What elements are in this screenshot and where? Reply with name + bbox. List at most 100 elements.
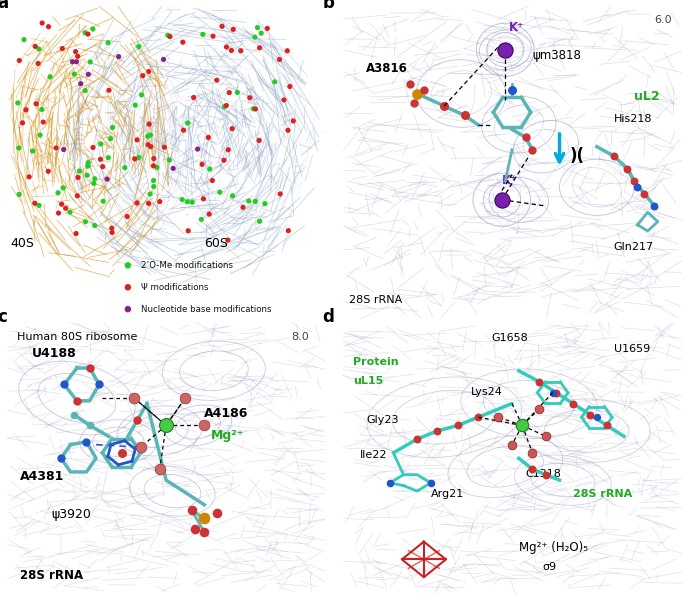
Point <box>34 201 45 210</box>
Point <box>134 41 145 51</box>
Point <box>38 117 49 127</box>
Point <box>88 142 99 152</box>
Point <box>72 191 83 201</box>
Text: ψm3818: ψm3818 <box>532 49 582 62</box>
Point <box>212 75 223 85</box>
Point <box>129 100 140 110</box>
Point <box>88 178 99 188</box>
Point <box>250 197 261 206</box>
Point <box>142 132 153 141</box>
Point <box>14 190 25 200</box>
Point <box>203 209 214 219</box>
Point <box>148 175 159 185</box>
Point <box>71 396 82 406</box>
Text: a: a <box>0 0 8 11</box>
Point <box>252 23 263 32</box>
Point <box>199 421 210 430</box>
Text: 28S rRNA: 28S rRNA <box>20 569 83 582</box>
Point <box>137 71 148 81</box>
Point <box>223 145 234 154</box>
Point <box>279 95 290 105</box>
Point <box>177 195 188 204</box>
Point <box>248 104 259 114</box>
Point <box>151 163 162 172</box>
Text: A3816: A3816 <box>366 62 408 75</box>
Point <box>212 508 223 517</box>
Point <box>14 143 25 153</box>
Point <box>42 166 53 176</box>
Point <box>274 55 285 64</box>
Point <box>101 174 112 184</box>
Point <box>269 77 280 87</box>
Point <box>43 22 54 31</box>
Point <box>148 182 159 191</box>
Point <box>224 88 235 97</box>
Text: c: c <box>0 308 7 326</box>
Point <box>282 46 292 56</box>
Text: b: b <box>322 0 334 11</box>
Point <box>149 154 160 163</box>
Text: Lys24: Lys24 <box>471 388 503 397</box>
Point <box>58 183 68 193</box>
Point <box>129 154 140 163</box>
Point <box>601 421 612 430</box>
Text: 2’O-Me modifications: 2’O-Me modifications <box>140 261 233 270</box>
Text: A4186: A4186 <box>204 407 249 420</box>
Point <box>132 198 142 208</box>
Point <box>53 188 64 198</box>
Text: His218: His218 <box>614 114 652 124</box>
Point <box>154 465 165 474</box>
Point <box>98 197 109 206</box>
Point <box>182 197 192 207</box>
Point <box>540 470 551 480</box>
Point <box>226 46 237 55</box>
Point <box>34 130 45 140</box>
Point <box>419 85 429 95</box>
Point <box>119 163 130 172</box>
Text: Ile22: Ile22 <box>360 450 387 460</box>
Point <box>493 412 504 422</box>
Point <box>203 133 214 142</box>
Point <box>36 105 47 114</box>
Point <box>160 421 171 430</box>
Point <box>142 140 153 150</box>
Point <box>67 57 78 67</box>
Point <box>103 38 114 47</box>
Point <box>408 98 419 108</box>
Point <box>207 175 218 185</box>
Point <box>158 55 169 64</box>
Text: 28S rRNA: 28S rRNA <box>349 295 403 305</box>
Point <box>123 304 134 314</box>
Point <box>197 29 208 39</box>
Point <box>219 102 230 112</box>
Point <box>143 67 154 76</box>
Text: )(: )( <box>570 147 585 165</box>
Point <box>197 159 208 169</box>
Point <box>188 93 199 102</box>
Point <box>591 412 602 422</box>
Point <box>260 199 271 209</box>
Point <box>216 22 227 31</box>
Point <box>105 134 116 144</box>
Point <box>245 93 256 103</box>
Point <box>145 130 156 140</box>
Point <box>24 172 35 182</box>
Point <box>232 88 243 97</box>
Point <box>243 196 254 206</box>
Point <box>75 79 86 88</box>
Point <box>132 135 142 145</box>
Point <box>143 199 154 209</box>
Point <box>12 98 23 108</box>
Point <box>283 226 294 236</box>
Text: U1659: U1659 <box>614 344 650 353</box>
Point <box>135 442 146 452</box>
Point <box>70 47 81 56</box>
Point <box>438 101 449 111</box>
Point <box>649 201 660 211</box>
Point <box>71 57 82 67</box>
Point <box>83 158 94 168</box>
Point <box>103 85 114 95</box>
Point <box>540 432 551 441</box>
Point <box>639 189 650 198</box>
Point <box>412 89 423 99</box>
